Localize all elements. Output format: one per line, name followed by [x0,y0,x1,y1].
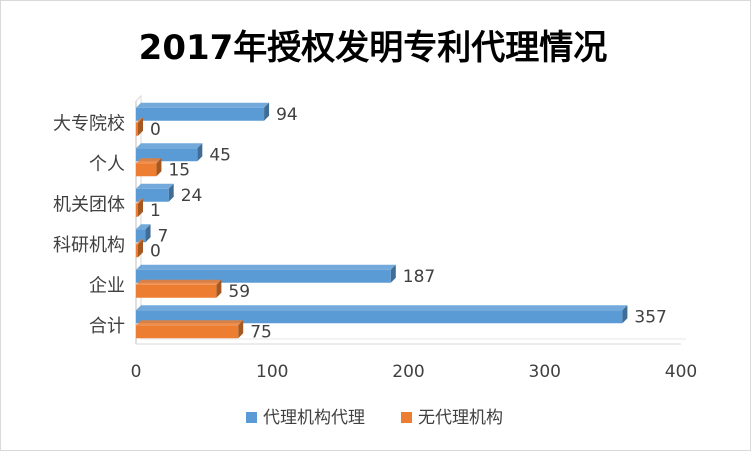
bar-top-0-4 [136,264,396,270]
data-label-0-2: 24 [181,186,203,206]
bar-1-1 [136,163,157,177]
data-label-1-0: 0 [150,120,161,140]
data-label-0-5: 357 [634,307,666,327]
bar-side-1-3 [138,239,143,258]
bar-0-3 [136,229,146,243]
x-tick-label-4: 400 [665,362,697,382]
bar-top-0-0 [136,102,270,108]
bar-0-0 [136,107,265,121]
bar-side-0-1 [197,143,203,162]
legend: 代理机构代理 无代理机构 [246,408,503,428]
bar-side-0-0 [264,102,270,121]
bar-top-1-0 [136,117,143,123]
data-label-0-0: 94 [276,105,298,125]
category-label-1: 个人 [89,154,125,175]
bar-top-1-4 [136,279,222,285]
category-label-3: 科研机构 [53,235,125,256]
data-label-0-3: 7 [158,226,169,246]
bar-top-0-5 [136,305,628,311]
data-label-1-4: 59 [228,282,250,302]
bar-1-2 [136,203,138,217]
bar-top-0-2 [136,183,174,189]
bar-top-1-1 [136,158,162,164]
category-label-4: 企业 [89,275,125,296]
category-label-2: 机关团体 [53,194,125,215]
data-label-1-2: 1 [150,201,161,221]
legend-label-1: 无代理机构 [418,408,503,428]
bar-0-1 [136,148,198,162]
back-wall-edge [135,94,142,339]
data-label-1-1: 15 [168,160,190,180]
bar-side-1-4 [216,279,222,298]
bar-0-4 [136,269,391,283]
data-label-0-1: 45 [209,145,231,165]
x-tick-label-2: 200 [392,362,424,382]
data-label-1-5: 75 [250,322,272,342]
bar-0-5 [136,310,623,324]
x-tick-label-3: 300 [529,362,561,382]
bar-1-0 [136,122,138,136]
bar-side-0-2 [168,183,174,202]
chart-title: 2017年授权发明专利代理情况 [139,28,608,68]
bar-side-1-5 [238,320,244,339]
legend-label-0: 代理机构代理 [263,408,365,428]
bar-side-0-3 [145,224,151,243]
bar-1-4 [136,284,217,298]
bar-side-0-5 [622,305,628,324]
category-label-5: 合计 [89,316,125,337]
bar-side-1-2 [138,198,143,217]
x-tick-label-1: 100 [256,362,288,382]
bar-side-0-4 [390,264,396,283]
bar-side-1-1 [156,158,162,177]
bar-top-1-3 [136,239,143,245]
bar-1-5 [136,325,239,339]
bar-0-2 [136,188,169,202]
bar-top-0-1 [136,143,203,149]
category-label-0: 大专院校 [53,113,125,134]
data-label-0-4: 187 [403,267,435,287]
data-label-1-3: 0 [150,241,161,261]
bar-side-1-0 [138,117,143,136]
bar-top-1-2 [136,198,143,204]
bar-1-3 [136,244,138,258]
legend-swatch-0 [246,412,257,423]
bar-top-1-5 [136,320,244,326]
bar-top-0-3 [136,224,151,230]
legend-swatch-1 [401,412,412,423]
x-tick-label-0: 0 [131,362,142,382]
